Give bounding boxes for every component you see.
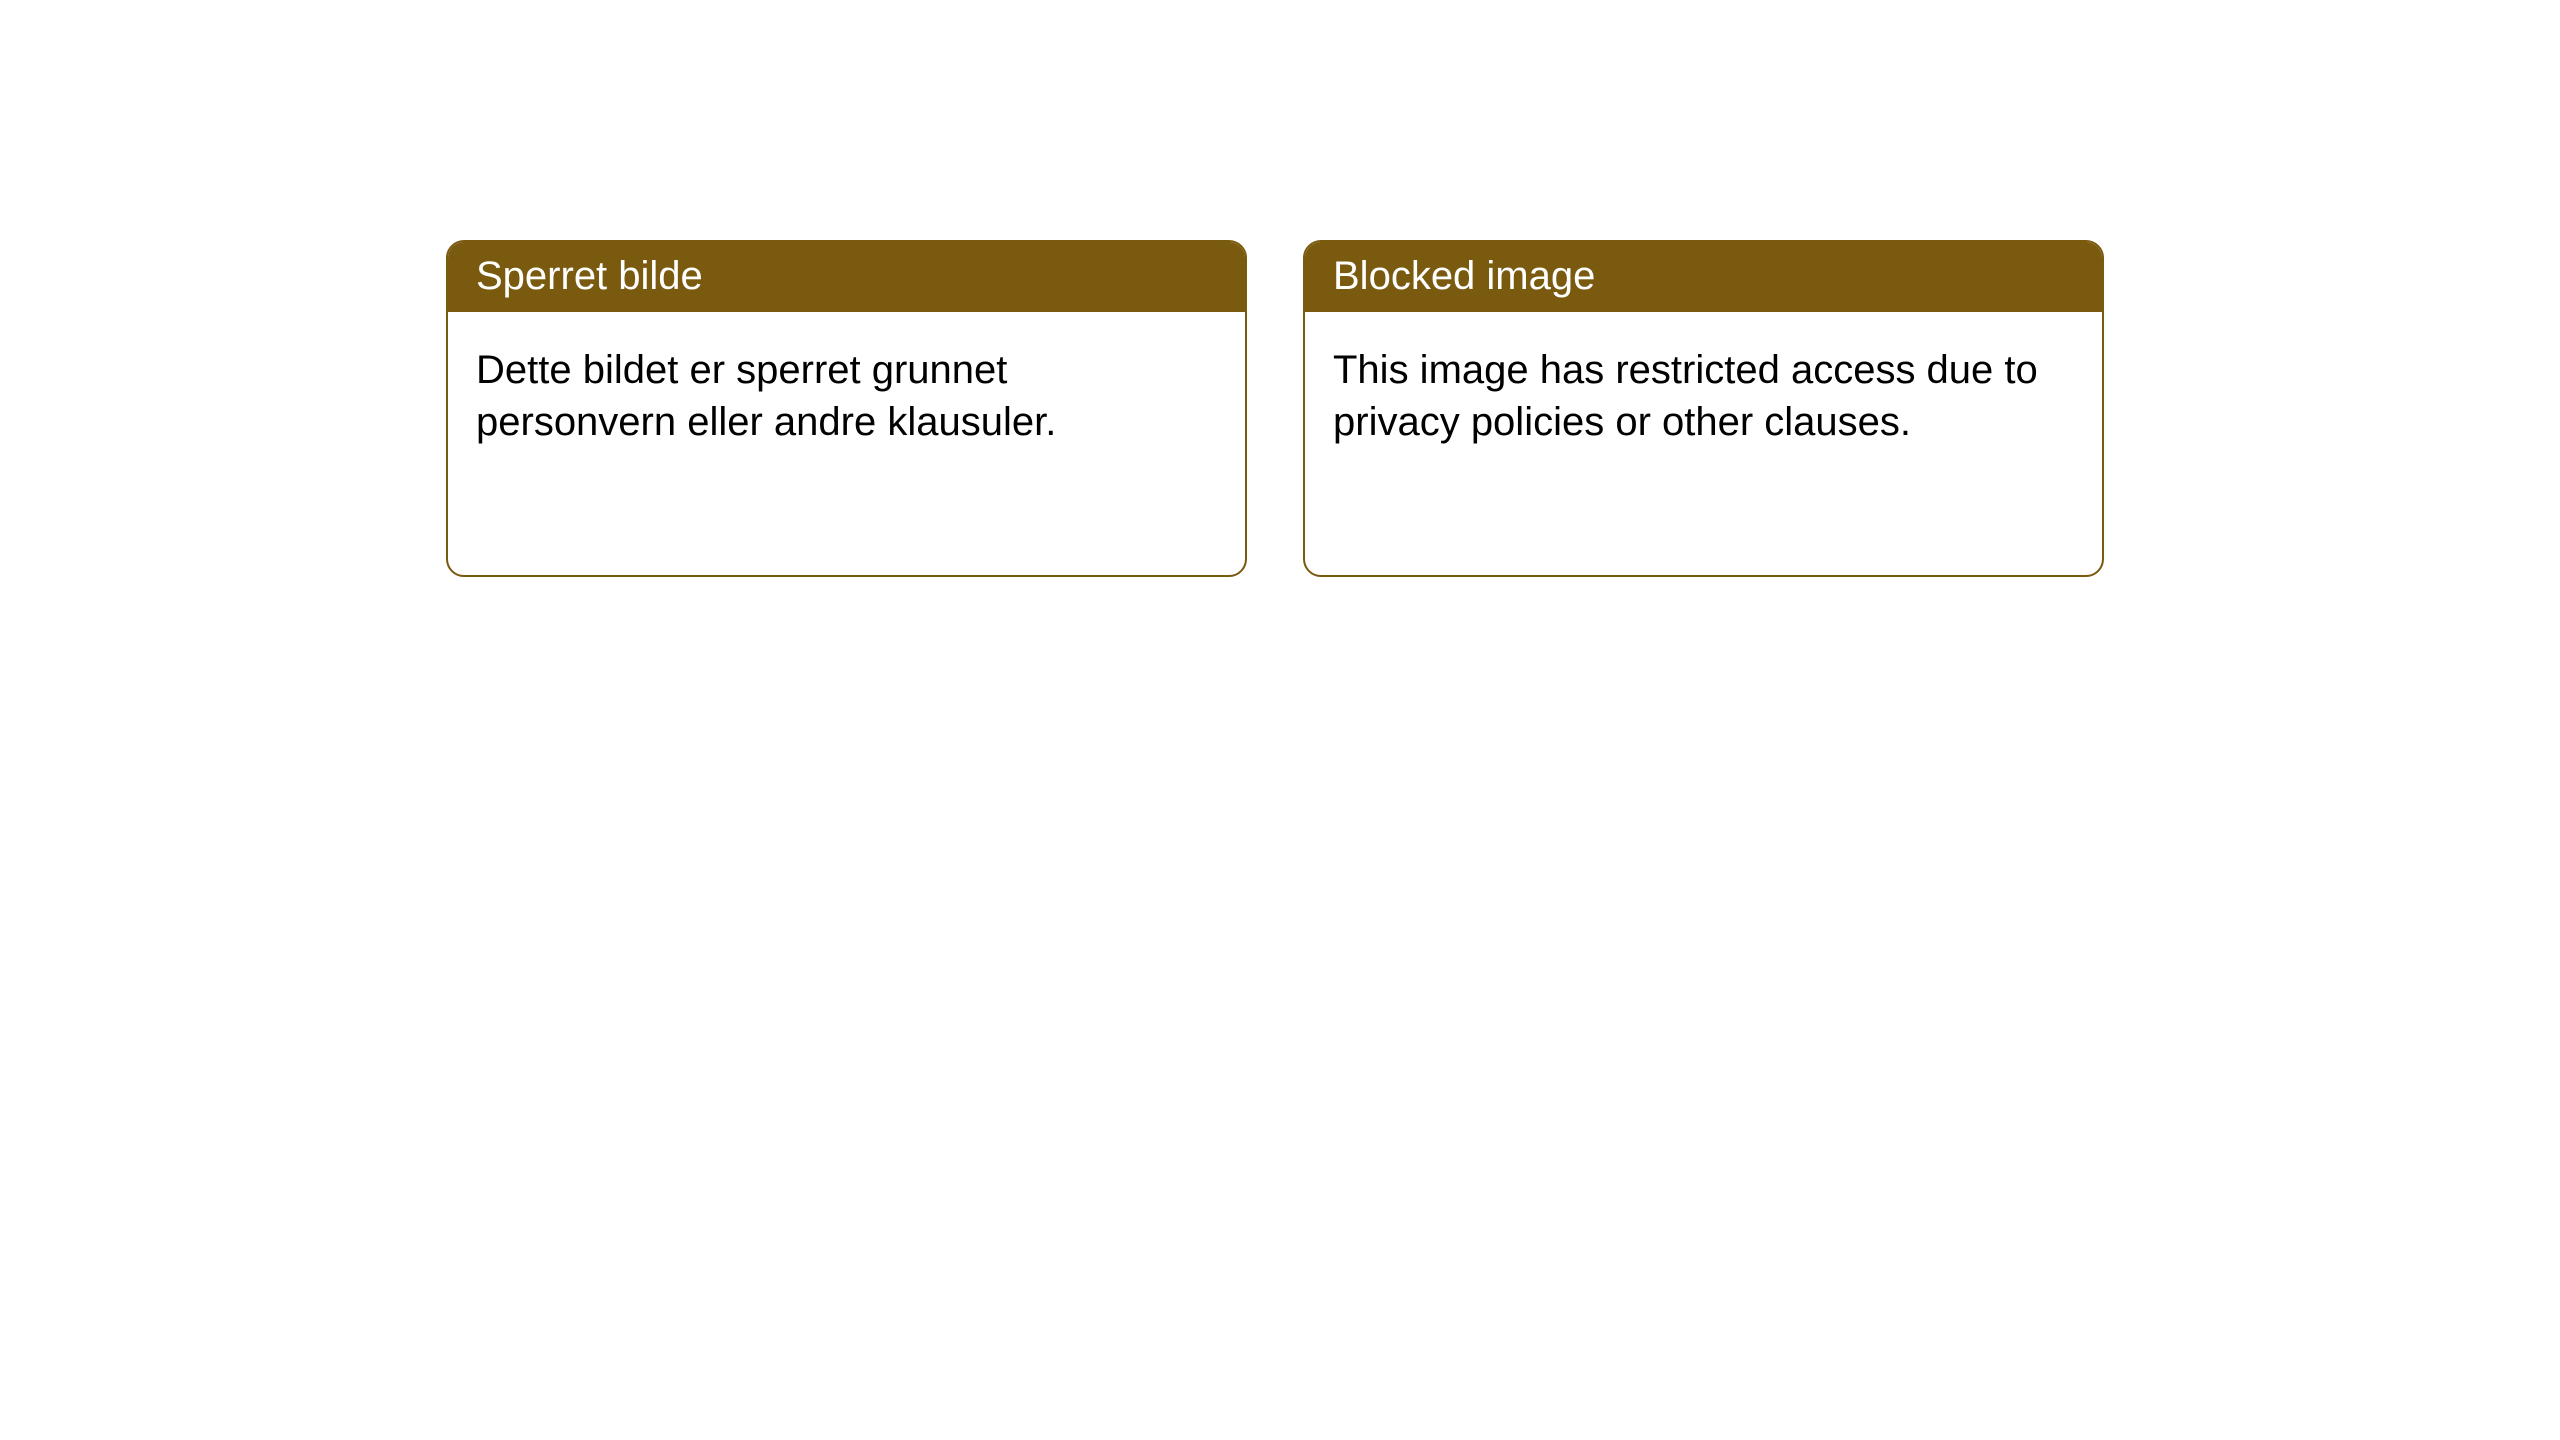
notice-container: Sperret bilde Dette bildet er sperret gr… bbox=[0, 0, 2560, 577]
notice-body-norwegian: Dette bildet er sperret grunnet personve… bbox=[448, 312, 1245, 480]
notice-body-english: This image has restricted access due to … bbox=[1305, 312, 2102, 480]
notice-title-english: Blocked image bbox=[1305, 242, 2102, 312]
notice-card-norwegian: Sperret bilde Dette bildet er sperret gr… bbox=[446, 240, 1247, 577]
notice-card-english: Blocked image This image has restricted … bbox=[1303, 240, 2104, 577]
notice-title-norwegian: Sperret bilde bbox=[448, 242, 1245, 312]
